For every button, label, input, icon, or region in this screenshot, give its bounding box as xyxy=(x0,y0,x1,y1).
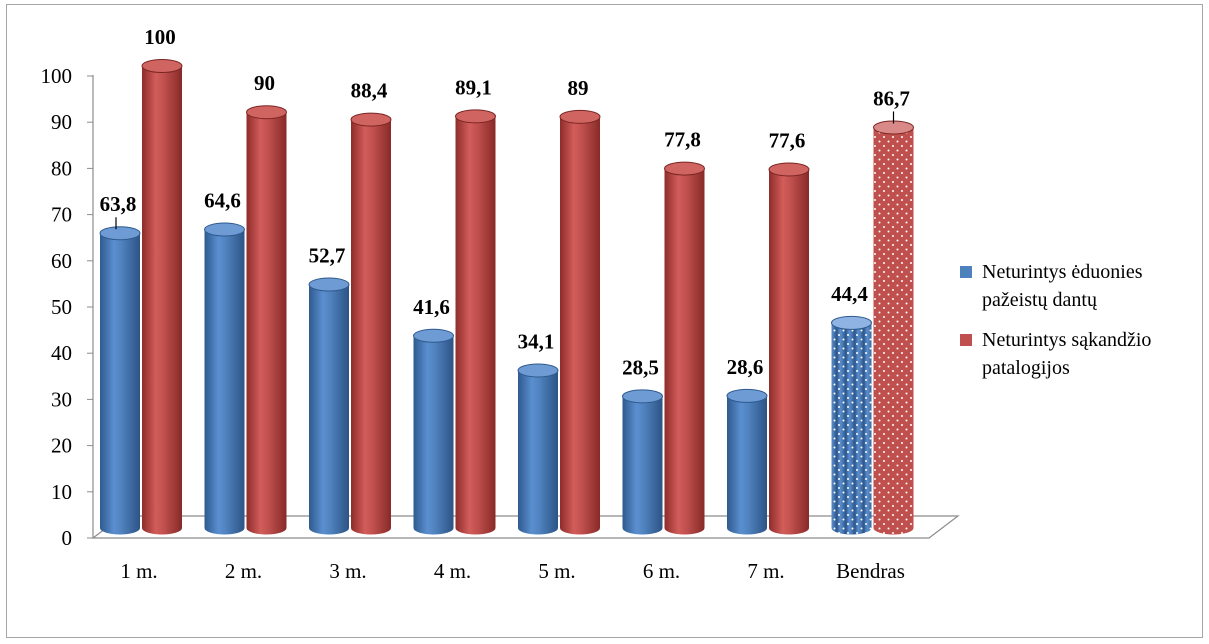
x-tick-label: 7 m. xyxy=(747,559,784,583)
data-label-series-1: 34,1 xyxy=(518,329,555,353)
x-tick-label: Bendras xyxy=(836,559,905,583)
y-tick-label: 50 xyxy=(51,295,72,319)
y-tick-label: 60 xyxy=(51,249,72,273)
data-label-series-2: 86,7 xyxy=(873,86,910,110)
y-tick-label: 40 xyxy=(51,341,72,365)
legend-swatch-blue xyxy=(960,266,972,278)
y-tick-label: 0 xyxy=(62,526,73,550)
data-label-series-1: 41,6 xyxy=(413,295,450,319)
data-label-series-1: 63,8 xyxy=(100,192,137,216)
x-tick-label: 5 m. xyxy=(538,559,575,583)
data-label-series-2: 89,1 xyxy=(455,75,492,99)
x-tick-label: 4 m. xyxy=(434,559,471,583)
legend-label-series-1: Neturintys ėduonies pažeistų dantų xyxy=(982,261,1143,311)
bar-series-1 xyxy=(413,328,454,535)
legend-swatch-red xyxy=(960,334,972,346)
bar-series-2 xyxy=(559,109,601,535)
x-tick-label: 6 m. xyxy=(643,559,680,583)
y-tick-label: 70 xyxy=(51,203,72,227)
bar-series-1 xyxy=(831,315,872,535)
legend: Neturintys ėduonies pažeistų dantų Netur… xyxy=(958,258,1203,394)
data-label-series-1: 28,5 xyxy=(622,355,659,379)
data-label-series-2: 88,4 xyxy=(351,79,388,103)
bar-series-2 xyxy=(141,59,183,535)
y-tick-label: 100 xyxy=(41,64,73,88)
bar-series-2 xyxy=(246,105,287,535)
x-tick-label: 2 m. xyxy=(225,559,262,583)
x-tick-label: 1 m. xyxy=(120,559,157,583)
legend-label-series-2: Neturintys sąkandžio patalogijos xyxy=(982,329,1152,379)
data-label-series-1: 44,4 xyxy=(831,282,868,306)
data-label-series-1: 28,6 xyxy=(727,355,764,379)
y-tick-label: 20 xyxy=(51,434,72,458)
data-label-series-1: 52,7 xyxy=(309,244,346,268)
bar-series-1 xyxy=(517,363,559,535)
legend-item-series-1: Neturintys ėduonies pažeistų dantų xyxy=(958,258,1203,314)
bar-series-2 xyxy=(768,162,810,535)
bar-series-2 xyxy=(664,161,705,535)
y-tick-label: 90 xyxy=(51,110,72,134)
data-label-series-2: 100 xyxy=(144,25,176,49)
y-tick-label: 30 xyxy=(51,387,72,411)
x-tick-label: 3 m. xyxy=(329,559,366,583)
bar-series-2 xyxy=(873,120,914,535)
bar-series-1 xyxy=(204,222,245,535)
data-label-series-2: 77,8 xyxy=(664,128,701,152)
bar-series-1 xyxy=(726,388,768,535)
y-tick-label: 80 xyxy=(51,156,72,180)
data-label-series-2: 77,6 xyxy=(769,128,806,152)
bar-series-1 xyxy=(308,277,350,535)
bar-series-1 xyxy=(99,226,141,535)
bar-series-2 xyxy=(350,112,392,535)
data-label-series-2: 89 xyxy=(568,76,589,100)
bar-series-1 xyxy=(622,389,663,535)
data-label-series-1: 64,6 xyxy=(204,189,241,213)
y-tick-label: 10 xyxy=(51,480,72,504)
legend-item-series-2: Neturintys sąkandžio patalogijos xyxy=(958,326,1203,382)
bar-series-2 xyxy=(455,109,496,535)
data-label-series-2: 90 xyxy=(254,71,275,95)
